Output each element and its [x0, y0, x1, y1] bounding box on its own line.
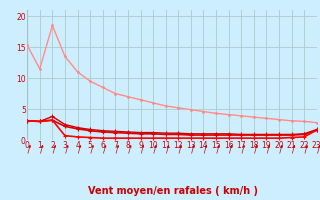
Text: Vent moyen/en rafales ( km/h ): Vent moyen/en rafales ( km/h ): [88, 186, 258, 196]
